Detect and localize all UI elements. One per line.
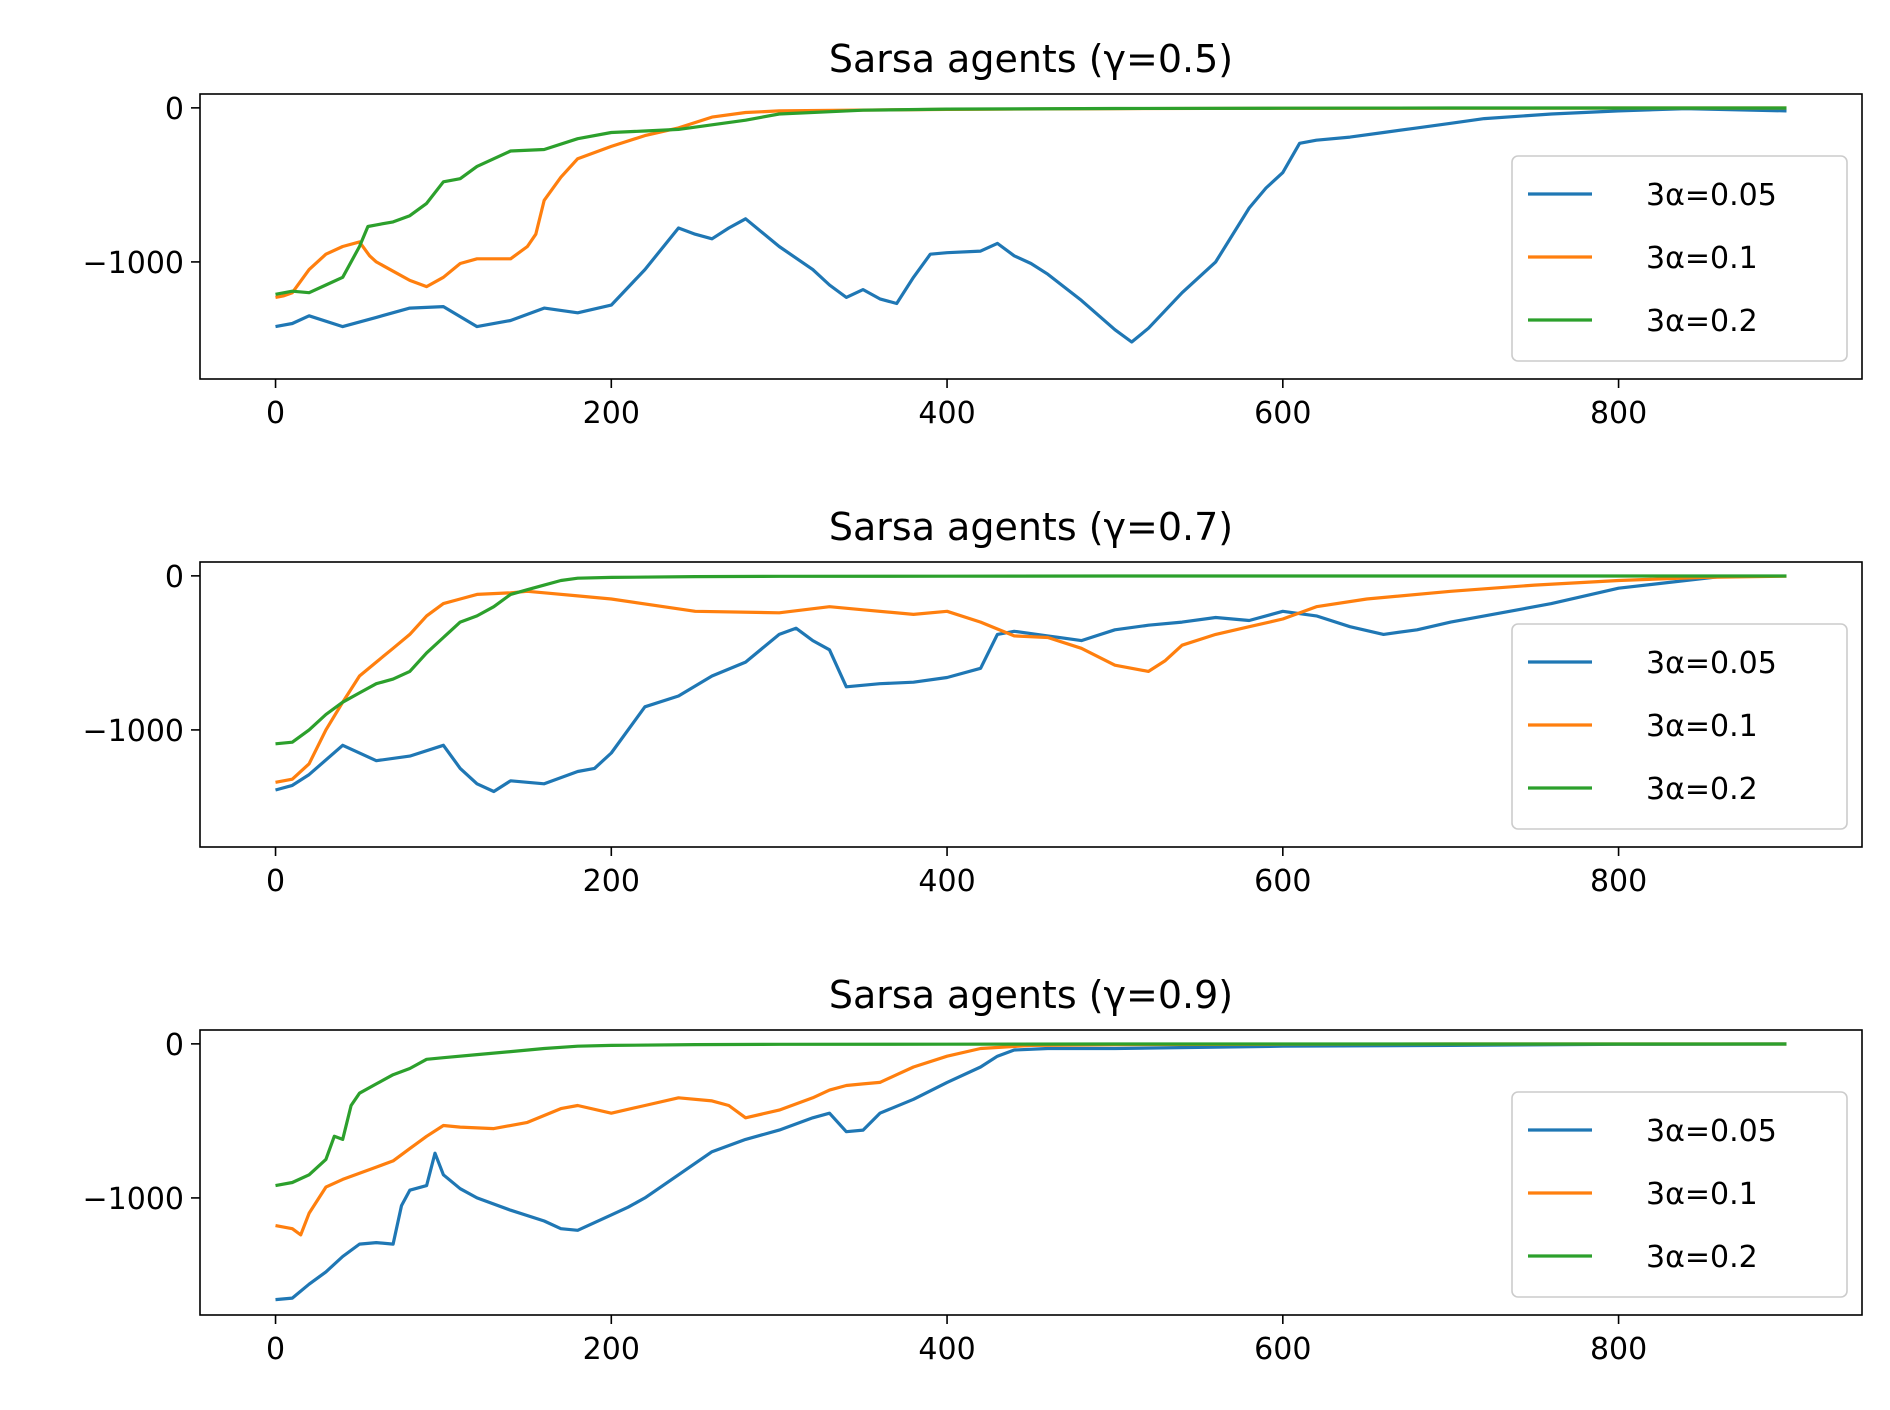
plot-frame [199, 561, 1863, 848]
x-tick-label: 200 [583, 864, 640, 899]
plot-frame [199, 1029, 1863, 1316]
x-tick-label: 600 [1254, 864, 1311, 899]
y-tick-label: −1000 [83, 1182, 184, 1217]
series-group [275, 574, 1787, 794]
x-tick-label: 400 [918, 396, 975, 431]
legend-label: 3α=0.05 [1646, 178, 1777, 213]
y-tick-label: 0 [165, 560, 184, 595]
x-tick-label: 800 [1590, 396, 1647, 431]
y-tick-label: 0 [165, 1028, 184, 1063]
legend-label: 3α=0.1 [1646, 709, 1758, 744]
y-tick-label: −1000 [83, 246, 184, 281]
legend-label: 3α=0.2 [1646, 304, 1758, 339]
chart-title: Sarsa agents (γ=0.5) [829, 37, 1233, 81]
x-tick-label: 400 [918, 864, 975, 899]
subplot-1: Sarsa agents (γ=0.5) 0 200 400 600 800 0 −1000 3… [83, 37, 1863, 431]
legend-box [1511, 623, 1848, 830]
series-line-2 [275, 1042, 1787, 1237]
series-line-1 [275, 575, 1720, 794]
series-line-1 [275, 106, 1787, 344]
series-line-3 [275, 106, 1787, 296]
series-line-1 [275, 1042, 1787, 1302]
x-tick-label: 200 [583, 1332, 640, 1367]
x-tick-label: 800 [1590, 864, 1647, 899]
legend-label: 3α=0.1 [1646, 241, 1758, 276]
x-tick-label: 600 [1254, 396, 1311, 431]
x-tick-label: 800 [1590, 1332, 1647, 1367]
x-tick-label: 400 [918, 1332, 975, 1367]
x-tick-label: 600 [1254, 1332, 1311, 1367]
legend-label: 3α=0.1 [1646, 1177, 1758, 1212]
legend: 3α=0.05 3α=0.1 3α=0.2 [1511, 155, 1848, 362]
legend-label: 3α=0.2 [1646, 772, 1758, 807]
x-tick-label: 0 [266, 396, 285, 431]
series-line-3 [275, 574, 1787, 746]
y-tick-label: 0 [165, 92, 184, 127]
x-tick-label: 0 [266, 1332, 285, 1367]
series-group [275, 106, 1787, 344]
legend: 3α=0.05 3α=0.1 3α=0.2 [1511, 1091, 1848, 1298]
legend-label: 3α=0.2 [1646, 1240, 1758, 1275]
chart-title: Sarsa agents (γ=0.7) [829, 505, 1233, 549]
legend-label: 3α=0.05 [1646, 1114, 1777, 1149]
y-tick-label: −1000 [83, 714, 184, 749]
x-tick-label: 0 [266, 864, 285, 899]
legend-label: 3α=0.05 [1646, 646, 1777, 681]
legend-box [1511, 155, 1848, 362]
chart-title: Sarsa agents (γ=0.9) [829, 973, 1233, 1017]
legend: 3α=0.05 3α=0.1 3α=0.2 [1511, 623, 1848, 830]
series-line-2 [275, 574, 1787, 784]
series-group [275, 1042, 1787, 1302]
plot-frame [199, 93, 1863, 380]
subplots: Sarsa agents (γ=0.5) 0 200 400 600 800 0 −1000 3… [83, 37, 1863, 1367]
x-tick-label: 200 [583, 396, 640, 431]
subplot-2: Sarsa agents (γ=0.7) 0 200 400 600 800 0 −1000 3… [83, 505, 1863, 899]
legend-box [1511, 1091, 1848, 1298]
series-line-3 [275, 1042, 1787, 1188]
subplot-3: Sarsa agents (γ=0.9) 0 200 400 600 800 0 −1000 3… [83, 973, 1863, 1367]
